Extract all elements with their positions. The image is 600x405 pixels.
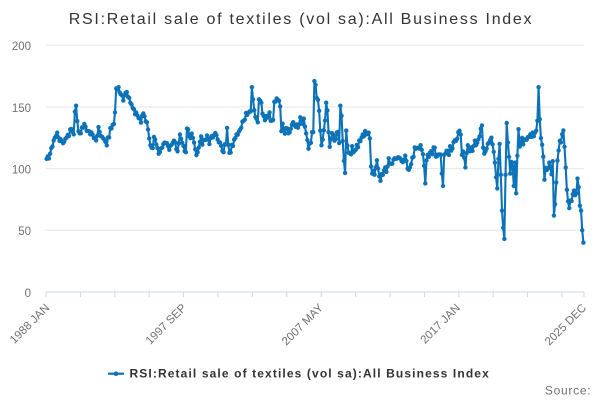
svg-text:0: 0 <box>25 288 31 300</box>
svg-text:150: 150 <box>12 103 31 115</box>
svg-text:200: 200 <box>12 41 31 53</box>
svg-text:Source:: Source: <box>545 383 591 397</box>
svg-text:RSI:Retail sale of textiles (v: RSI:Retail sale of textiles (vol sa):All… <box>69 11 534 28</box>
svg-text:RSI:Retail sale of textiles (v: RSI:Retail sale of textiles (vol sa):All… <box>130 366 490 380</box>
svg-text:50: 50 <box>18 226 31 238</box>
svg-text:100: 100 <box>12 165 31 177</box>
